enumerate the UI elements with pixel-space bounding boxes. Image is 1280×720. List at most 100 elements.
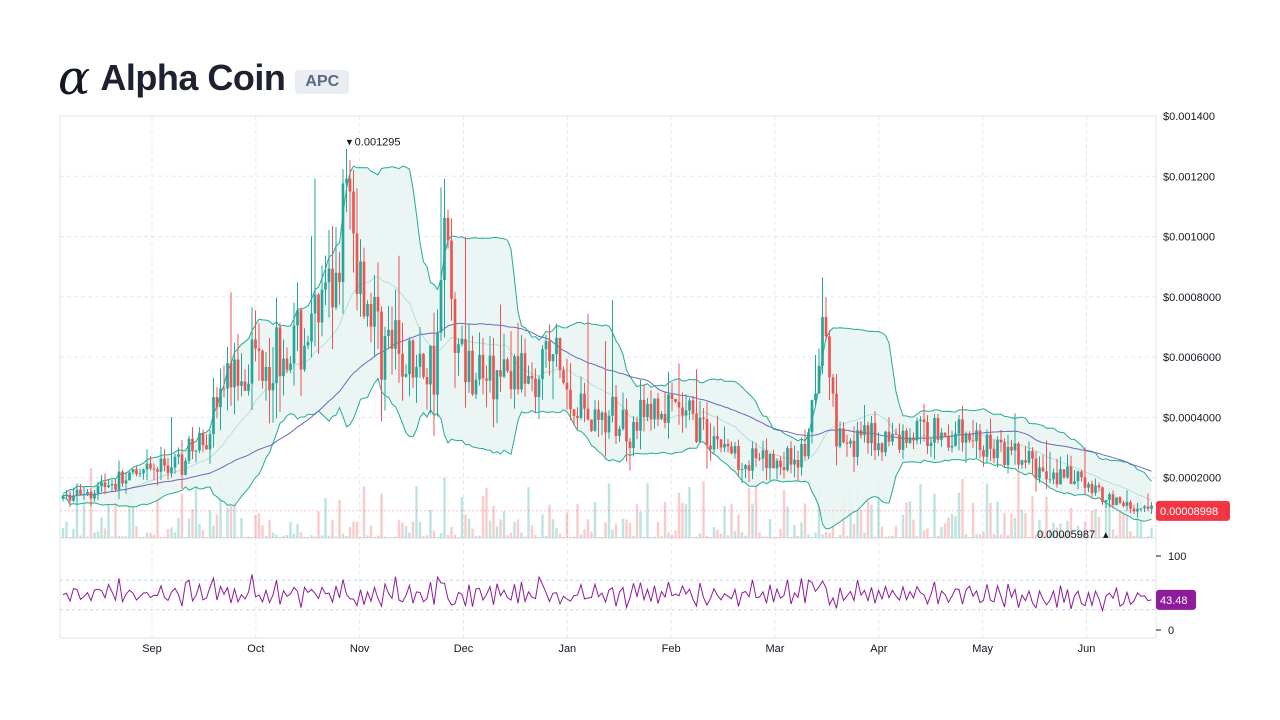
candle-body: [649, 403, 653, 420]
candle-body: [254, 339, 257, 349]
volume-bar: [782, 489, 786, 538]
volume-bar: [999, 534, 1003, 538]
volume-bar: [737, 514, 740, 538]
candle-body: [425, 377, 429, 385]
candle-body: [1087, 483, 1090, 488]
candle-body: [460, 338, 464, 345]
volume-bar: [786, 506, 789, 538]
candle-body: [65, 494, 68, 496]
volume-bar: [621, 518, 625, 538]
candle-body: [1048, 479, 1052, 481]
volume-bar: [733, 530, 737, 538]
volume-bar: [800, 522, 803, 538]
candle-body: [719, 439, 723, 448]
volume-bar: [964, 534, 968, 538]
candle-body: [670, 394, 674, 399]
volume-bar: [884, 536, 887, 538]
candle-body: [352, 191, 355, 234]
volume-bar: [72, 528, 75, 538]
candle-body: [114, 483, 117, 490]
candle-body: [698, 417, 702, 443]
candle-body: [247, 383, 250, 391]
candle-body: [467, 350, 471, 383]
volume-bar: [495, 526, 499, 538]
candle-body: [348, 178, 352, 192]
volume-bar: [222, 536, 226, 538]
candle-body: [502, 359, 506, 377]
candle-body: [474, 379, 478, 395]
volume-bar: [649, 536, 653, 538]
candle-body: [142, 469, 145, 474]
volume-bar: [1125, 509, 1129, 538]
volume-bar: [1076, 525, 1080, 538]
candle-body: [100, 482, 103, 487]
volume-bar: [1143, 536, 1146, 538]
volume-bar: [618, 536, 621, 538]
candle-body: [1027, 450, 1031, 463]
candle-body: [642, 399, 646, 418]
candle-body: [761, 450, 765, 459]
volume-bar: [219, 479, 222, 538]
volume-bar: [1118, 507, 1122, 538]
time-tick-label: Jan: [558, 643, 576, 655]
candle-body: [821, 316, 824, 366]
volume-bar: [926, 528, 929, 538]
volume-bar: [856, 485, 859, 538]
volume-bar: [194, 481, 198, 538]
candle-body: [863, 425, 866, 436]
candle-body: [656, 398, 660, 419]
volume-bar: [975, 534, 978, 538]
last-price-tag: 0.00008998: [1156, 500, 1230, 521]
candle-body: [709, 445, 712, 450]
volume-bar: [373, 536, 376, 538]
volume-bar: [1104, 487, 1108, 538]
candle-body: [488, 355, 492, 381]
candle-body: [555, 337, 558, 355]
volume-bar: [726, 535, 730, 538]
volume-bar: [93, 532, 96, 538]
volume-bar: [383, 536, 387, 538]
candle-body: [1101, 487, 1104, 503]
volume-bar: [530, 525, 534, 538]
volume-bar: [124, 536, 128, 538]
volume-bar: [838, 534, 842, 538]
volume-bar: [957, 492, 961, 538]
candle-body: [1073, 481, 1076, 485]
candle-body: [954, 433, 957, 446]
volume-bar: [845, 535, 849, 538]
volume-bar: [366, 535, 369, 538]
rsi-value-tag: 43.48: [1156, 589, 1196, 610]
candle-body: [957, 419, 961, 434]
candle-body: [240, 381, 243, 386]
candle-body: [446, 217, 450, 241]
volume-bar: [355, 521, 359, 538]
candle-body: [898, 434, 901, 450]
volume-bar: [369, 525, 373, 538]
candle-body: [1041, 467, 1045, 472]
volume-bar: [579, 534, 583, 538]
volume-bar: [705, 536, 709, 538]
candle-body: [810, 400, 814, 433]
volume-bar: [341, 533, 345, 538]
candle-body: [152, 468, 156, 470]
volume-bar: [803, 503, 807, 538]
volume-bar: [229, 506, 233, 538]
candle-body: [733, 446, 737, 454]
volume-bar: [1031, 496, 1034, 538]
volume-bar: [968, 536, 971, 538]
candle-body: [1097, 485, 1101, 488]
candle-body: [1052, 472, 1055, 480]
volume-bar: [908, 501, 912, 538]
candle-body: [1118, 497, 1122, 503]
candle-body: [723, 443, 726, 448]
high-marker-icon: ▾: [347, 137, 353, 149]
candle-body: [121, 471, 124, 484]
volume-bar: [516, 519, 520, 538]
candle-body: [1122, 502, 1125, 506]
volume-bar: [583, 529, 586, 538]
volume-bar: [145, 532, 149, 538]
candle-body: [884, 431, 887, 453]
candle-body: [768, 454, 772, 469]
candle-body: [520, 353, 523, 390]
